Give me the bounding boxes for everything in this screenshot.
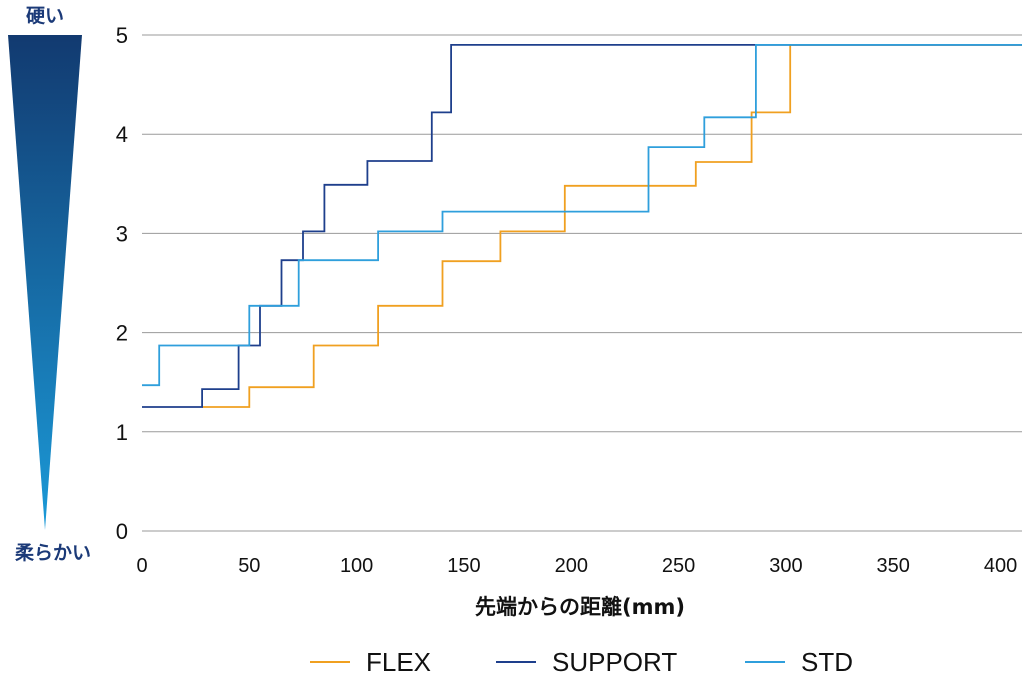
x-axis-ticks: 0 50 100 150 200 250 300 350 400	[136, 555, 1017, 577]
y-tick-label: 4	[116, 122, 128, 147]
series-line-flex	[202, 44, 1022, 408]
y-tick-label: 3	[116, 221, 128, 246]
series-line-support	[142, 44, 1022, 408]
y-tick-label: 5	[116, 23, 128, 48]
legend-label-flex: FLEX	[366, 647, 431, 673]
series-line-std	[142, 44, 1022, 387]
grid-lines	[142, 34, 1022, 532]
x-tick-label: 400	[984, 555, 1017, 577]
legend: FLEX SUPPORT STD	[310, 647, 853, 673]
x-tick-label: 350	[877, 555, 910, 577]
x-tick-label: 0	[136, 555, 147, 577]
x-tick-label: 200	[555, 555, 588, 577]
hardness-top-label: 硬い	[26, 5, 64, 27]
x-tick-label: 300	[769, 555, 802, 577]
y-tick-label: 2	[116, 321, 128, 346]
legend-label-support: SUPPORT	[552, 647, 677, 673]
x-tick-label: 100	[340, 555, 373, 577]
hardness-gradient-triangle	[8, 35, 82, 530]
y-tick-label: 0	[116, 519, 128, 544]
series-lines	[142, 44, 1022, 408]
hardness-bottom-label: 柔らかい	[15, 542, 91, 564]
x-tick-label: 250	[662, 555, 695, 577]
x-axis-label: 先端からの距離(mm)	[475, 595, 685, 619]
hardness-scale: 硬い 柔らかい	[8, 5, 91, 564]
x-tick-label: 50	[238, 555, 260, 577]
y-axis-ticks: 0 1 2 3 4 5	[116, 23, 128, 544]
y-tick-label: 1	[116, 420, 128, 445]
x-tick-label: 150	[447, 555, 480, 577]
legend-label-std: STD	[801, 647, 853, 673]
